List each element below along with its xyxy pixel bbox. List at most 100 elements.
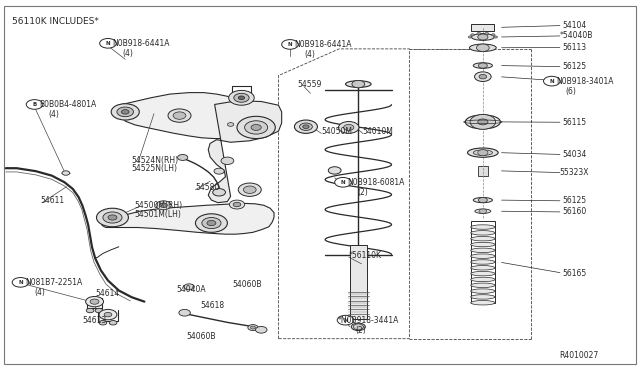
Circle shape	[95, 308, 103, 313]
Circle shape	[173, 112, 186, 119]
Polygon shape	[102, 203, 274, 234]
Circle shape	[243, 186, 256, 193]
Circle shape	[337, 315, 354, 325]
Text: 54580: 54580	[195, 183, 220, 192]
Text: N: N	[287, 42, 292, 47]
Text: N0B918-6441A: N0B918-6441A	[113, 39, 170, 48]
Ellipse shape	[470, 283, 495, 288]
Circle shape	[214, 168, 224, 174]
Circle shape	[111, 104, 140, 120]
Bar	[477, 166, 488, 176]
Text: 54611: 54611	[40, 196, 65, 205]
Circle shape	[156, 201, 172, 210]
Text: N: N	[106, 41, 110, 46]
Text: 56125: 56125	[563, 62, 587, 71]
Bar	[471, 24, 494, 31]
Text: (4): (4)	[34, 288, 45, 297]
Circle shape	[228, 90, 254, 105]
Circle shape	[229, 200, 244, 209]
Circle shape	[352, 80, 365, 88]
Text: 54010M: 54010M	[363, 126, 394, 136]
Circle shape	[221, 157, 234, 164]
Text: *N0B918-3441A: *N0B918-3441A	[337, 316, 399, 325]
Circle shape	[479, 209, 486, 214]
Ellipse shape	[470, 242, 495, 247]
Circle shape	[339, 122, 359, 134]
Circle shape	[477, 119, 488, 125]
Circle shape	[282, 39, 298, 49]
Circle shape	[238, 96, 244, 100]
Ellipse shape	[346, 81, 371, 87]
Ellipse shape	[470, 225, 495, 229]
Circle shape	[207, 221, 216, 226]
Circle shape	[300, 123, 312, 131]
Text: N0B918-6081A: N0B918-6081A	[348, 178, 405, 187]
Ellipse shape	[351, 323, 365, 331]
Ellipse shape	[470, 237, 495, 241]
Circle shape	[328, 167, 341, 174]
Text: *56110K: *56110K	[349, 251, 381, 260]
Ellipse shape	[470, 301, 495, 305]
Text: 55323X: 55323X	[559, 168, 589, 177]
Text: (4): (4)	[49, 110, 60, 119]
Text: 54559: 54559	[298, 80, 322, 89]
Circle shape	[90, 299, 99, 304]
Text: 54500M(RH): 54500M(RH)	[135, 201, 183, 210]
Circle shape	[477, 32, 481, 35]
Ellipse shape	[470, 289, 495, 293]
Circle shape	[177, 154, 188, 160]
Circle shape	[470, 115, 495, 129]
Text: B: B	[33, 102, 36, 107]
Ellipse shape	[470, 277, 495, 282]
Circle shape	[202, 218, 221, 229]
Circle shape	[335, 177, 351, 187]
Circle shape	[492, 34, 495, 36]
Text: N: N	[343, 318, 348, 323]
Circle shape	[250, 326, 255, 329]
Text: 56110K INCLUDES*: 56110K INCLUDES*	[12, 17, 99, 26]
Circle shape	[104, 312, 112, 317]
Circle shape	[477, 150, 488, 155]
Ellipse shape	[473, 198, 492, 203]
Ellipse shape	[465, 115, 500, 129]
Ellipse shape	[467, 148, 498, 157]
Text: (4): (4)	[122, 49, 133, 58]
Circle shape	[86, 308, 94, 313]
Text: (2): (2)	[357, 188, 368, 197]
Circle shape	[234, 93, 249, 102]
Circle shape	[478, 63, 487, 68]
Circle shape	[108, 215, 117, 220]
Polygon shape	[121, 93, 252, 138]
Text: 54104: 54104	[563, 21, 587, 30]
Ellipse shape	[473, 63, 492, 68]
Circle shape	[294, 120, 317, 134]
Circle shape	[470, 34, 474, 36]
Ellipse shape	[470, 248, 495, 253]
Circle shape	[485, 32, 489, 35]
Text: N: N	[18, 280, 23, 285]
Text: 54501M(LH): 54501M(LH)	[135, 210, 182, 219]
Text: *54040B: *54040B	[559, 31, 593, 41]
Circle shape	[103, 212, 122, 223]
Circle shape	[227, 123, 234, 126]
Circle shape	[179, 310, 190, 316]
Text: 56113: 56113	[563, 43, 587, 52]
Circle shape	[477, 34, 488, 40]
Ellipse shape	[470, 260, 495, 264]
Circle shape	[248, 325, 258, 331]
Polygon shape	[208, 101, 282, 203]
Circle shape	[117, 107, 134, 117]
Text: N081B7-2251A: N081B7-2251A	[25, 278, 82, 287]
Circle shape	[543, 76, 560, 86]
Circle shape	[479, 74, 486, 79]
Text: 54525N(LH): 54525N(LH)	[132, 164, 178, 173]
Circle shape	[474, 72, 491, 81]
Circle shape	[62, 171, 70, 175]
Text: 54524N(RH): 54524N(RH)	[132, 155, 179, 164]
Circle shape	[168, 109, 191, 122]
Ellipse shape	[473, 150, 492, 155]
Text: 54618: 54618	[200, 301, 224, 310]
Text: N0B918-6441A: N0B918-6441A	[294, 40, 352, 49]
Text: 56165: 56165	[563, 269, 587, 278]
Circle shape	[184, 284, 194, 290]
